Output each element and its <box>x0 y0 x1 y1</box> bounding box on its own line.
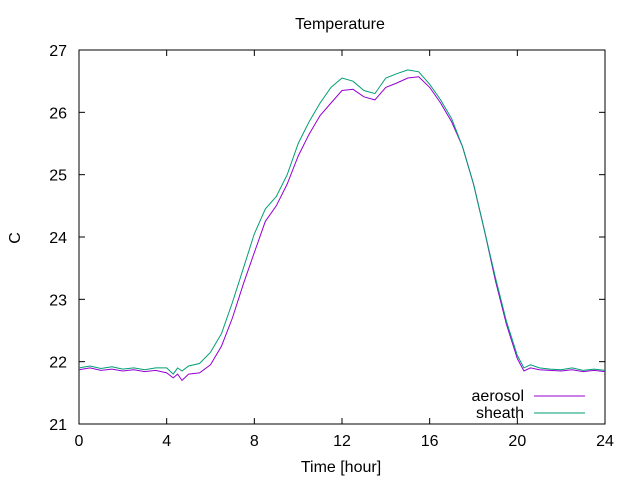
x-tick-label: 16 <box>421 433 439 450</box>
x-tick-label: 0 <box>75 433 84 450</box>
legend-label-sheath: sheath <box>476 405 524 422</box>
y-tick-label: 21 <box>49 417 67 434</box>
chart-title: Temperature <box>295 16 385 33</box>
axis-ticks: 0 4 8 12 16 20 24 21 22 23 24 25 26 27 <box>49 43 614 450</box>
y-tick-label: 23 <box>49 292 67 309</box>
x-tick-label: 8 <box>250 433 259 450</box>
y-tick-label: 27 <box>49 43 67 60</box>
x-tick-label: 20 <box>508 433 526 450</box>
series-line-aerosol <box>78 76 606 382</box>
x-tick-label: 24 <box>596 433 614 450</box>
x-tick-label: 4 <box>162 433 171 450</box>
series-group <box>78 69 606 382</box>
x-axis-label: Time [hour] <box>301 459 381 476</box>
y-tick-label: 22 <box>49 355 67 372</box>
y-tick-label: 26 <box>49 105 67 122</box>
y-tick-label: 25 <box>49 168 67 185</box>
legend-label-aerosol: aerosol <box>472 388 524 405</box>
series-line-sheath <box>78 69 606 375</box>
y-axis-label: C <box>7 232 24 244</box>
y-tick-label: 24 <box>49 230 67 247</box>
x-tick-label: 12 <box>333 433 351 450</box>
